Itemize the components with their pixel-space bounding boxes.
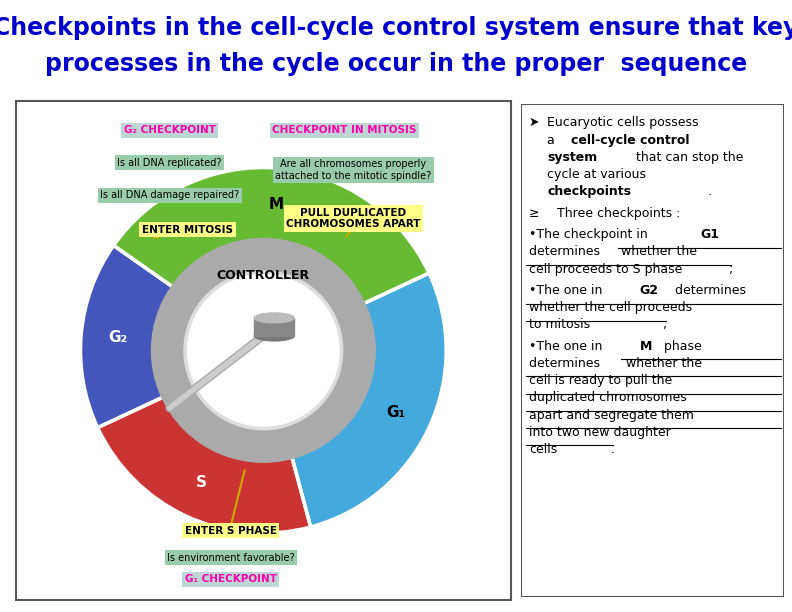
Ellipse shape <box>254 313 294 323</box>
Text: G₂ CHECKPOINT: G₂ CHECKPOINT <box>124 125 215 135</box>
Text: whether the cell proceeds: whether the cell proceeds <box>529 301 692 314</box>
Text: M: M <box>639 340 652 353</box>
Text: apart and segregate them: apart and segregate them <box>529 408 694 422</box>
Text: ;: ; <box>663 318 668 331</box>
Text: G₂: G₂ <box>109 330 128 345</box>
Text: ENTER MITOSIS: ENTER MITOSIS <box>142 225 233 234</box>
Text: to mitosis: to mitosis <box>529 318 590 331</box>
Text: checkpoints: checkpoints <box>547 185 631 198</box>
Text: .: . <box>611 443 615 456</box>
Text: duplicated chromosomes: duplicated chromosomes <box>529 391 687 405</box>
Text: system: system <box>547 151 598 164</box>
Text: ➤: ➤ <box>529 116 539 129</box>
FancyBboxPatch shape <box>16 101 511 600</box>
Text: cell-cycle control: cell-cycle control <box>571 133 690 147</box>
Text: determines: determines <box>671 284 746 297</box>
Text: S: S <box>196 476 207 490</box>
Text: CHECKPOINT IN MITOSIS: CHECKPOINT IN MITOSIS <box>272 125 417 135</box>
Text: Is all DNA damage repaired?: Is all DNA damage repaired? <box>100 190 239 200</box>
Text: G₁ CHECKPOINT: G₁ CHECKPOINT <box>185 575 277 584</box>
Text: cells: cells <box>529 443 558 456</box>
Text: determines: determines <box>529 357 604 370</box>
Text: into two new daughter: into two new daughter <box>529 426 671 439</box>
Circle shape <box>151 239 375 462</box>
Text: whether the: whether the <box>626 357 703 370</box>
Circle shape <box>188 275 339 426</box>
Text: Three checkpoints :: Three checkpoints : <box>553 207 680 220</box>
Text: cell is ready to pull the: cell is ready to pull the <box>529 374 672 387</box>
Text: Is environment favorable?: Is environment favorable? <box>167 553 295 563</box>
Text: ≥: ≥ <box>529 207 539 220</box>
Text: determines: determines <box>529 245 604 258</box>
Text: G1: G1 <box>700 228 719 241</box>
Wedge shape <box>292 274 444 524</box>
Text: ENTER S PHASE: ENTER S PHASE <box>185 526 277 536</box>
Wedge shape <box>83 247 172 427</box>
Text: a: a <box>547 133 559 147</box>
Polygon shape <box>254 318 294 336</box>
Text: CONTROLLER: CONTROLLER <box>217 269 310 282</box>
Text: whether the: whether the <box>621 245 697 258</box>
Text: Eucaryotic cells possess: Eucaryotic cells possess <box>547 116 699 129</box>
Text: Is all DNA replicated?: Is all DNA replicated? <box>117 158 222 168</box>
Text: .: . <box>708 185 712 198</box>
Text: Are all chromosomes properly
attached to the mitotic spindle?: Are all chromosomes properly attached to… <box>276 159 432 181</box>
Text: cycle at various: cycle at various <box>547 168 646 181</box>
Text: Checkpoints in the cell-cycle control system ensure that key: Checkpoints in the cell-cycle control sy… <box>0 15 792 40</box>
Wedge shape <box>100 398 310 531</box>
Text: M: M <box>268 197 284 212</box>
Text: cell proceeds to S phase: cell proceeds to S phase <box>529 263 683 275</box>
Text: G₁: G₁ <box>386 405 406 420</box>
FancyBboxPatch shape <box>521 104 784 597</box>
Circle shape <box>184 271 343 430</box>
Text: that can stop the: that can stop the <box>631 151 743 164</box>
Text: processes in the cycle occur in the proper  sequence: processes in the cycle occur in the prop… <box>45 52 747 76</box>
Text: PULL DUPLICATED
CHROMOSOMES APART: PULL DUPLICATED CHROMOSOMES APART <box>286 208 421 230</box>
Wedge shape <box>116 170 427 303</box>
Text: •The one in: •The one in <box>529 284 607 297</box>
Text: ;: ; <box>729 263 733 275</box>
Text: phase: phase <box>661 340 703 353</box>
Text: G2: G2 <box>639 284 658 297</box>
Text: •The checkpoint in: •The checkpoint in <box>529 228 652 241</box>
Ellipse shape <box>254 331 294 341</box>
Text: •The one in: •The one in <box>529 340 607 353</box>
